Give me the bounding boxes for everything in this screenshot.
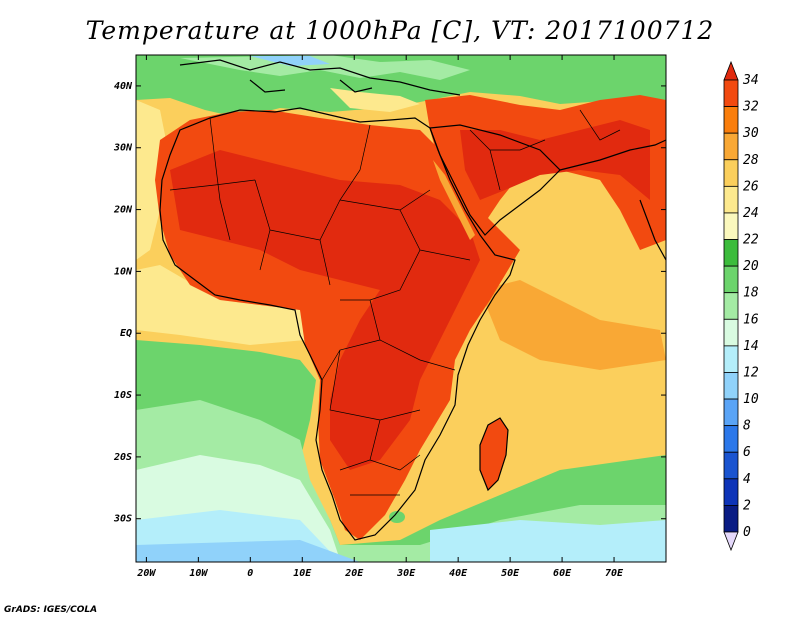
colorbar-segment xyxy=(723,505,739,533)
coastlines xyxy=(159,59,666,541)
lat-tick-label: 30S xyxy=(113,514,132,525)
colorbar-label: 18 xyxy=(743,286,759,301)
colorbar-label: 26 xyxy=(743,179,759,194)
red-sea xyxy=(433,160,475,240)
colorbar-label: 6 xyxy=(743,445,751,460)
lon-tick-label: 20W xyxy=(136,568,156,579)
colorbar-label: 8 xyxy=(743,419,751,434)
map-title: Temperature at 1000hPa [C], VT: 20171007… xyxy=(85,16,715,45)
colorbar-segment xyxy=(723,239,739,267)
europe-cool-region xyxy=(180,55,470,80)
lon-tick-label: 40E xyxy=(449,568,468,579)
lat-tick-label: 10S xyxy=(114,390,132,401)
country-borders xyxy=(169,109,621,496)
arabia-hottest-core xyxy=(460,120,650,200)
temperature-field xyxy=(136,55,666,562)
colorbar-segment xyxy=(723,478,739,506)
alps-cold-region xyxy=(250,56,330,66)
africa-coastline xyxy=(159,107,516,541)
colorbar-segment xyxy=(723,106,739,134)
lat-tick-label: 20N xyxy=(113,205,133,216)
colorbar-max-arrow xyxy=(723,60,739,81)
lat-tick-label: 10N xyxy=(114,266,133,277)
colorbar-label: 12 xyxy=(743,365,759,380)
indian-ocean-orange xyxy=(480,280,666,370)
gulf-guinea-band xyxy=(136,265,305,345)
lesotho-cool-spot xyxy=(389,511,405,523)
colorbar-segment xyxy=(723,345,739,373)
colorbar-segment xyxy=(723,79,739,107)
colorbar-segment xyxy=(723,451,739,480)
lon-tick-label: 10W xyxy=(189,568,208,579)
african-borders xyxy=(169,117,471,496)
map-frame xyxy=(135,54,667,563)
south-atlantic-blue xyxy=(136,540,360,562)
colorbar-label: 2 xyxy=(743,498,751,513)
colorbar-segment xyxy=(723,265,739,294)
lon-tick-label: 30E xyxy=(396,568,416,579)
colorbar-label: 14 xyxy=(743,339,759,354)
madagascar xyxy=(480,418,508,490)
colorbar-label: 4 xyxy=(743,472,751,487)
colorbar-segment xyxy=(723,292,739,320)
lon-tick-label: 10E xyxy=(293,568,312,579)
colorbar-label: 32 xyxy=(742,100,759,115)
colorbar-segment xyxy=(723,398,739,427)
axis-ticks: 20W 10W 0 10E 20E 30E 40E 50E 60E 70E 40N 30N 20N 10N… xyxy=(113,55,666,579)
colorbar-label: 22 xyxy=(743,233,759,248)
lat-tick-label: 40N xyxy=(114,81,133,92)
colorbar-segment xyxy=(723,318,739,347)
asian-borders xyxy=(469,109,621,191)
africa-hottest-core xyxy=(170,150,480,470)
lon-tick-label: 60E xyxy=(553,568,572,579)
lat-tick-label: 30N xyxy=(113,143,133,154)
india-coastline xyxy=(559,139,666,261)
lon-tick-label: 70E xyxy=(605,568,624,579)
colorbar-segment xyxy=(723,185,739,214)
lon-tick-label: 50E xyxy=(501,568,520,579)
colorbar-segment xyxy=(723,132,739,161)
credit-label: GrADS: IGES/COLA xyxy=(4,605,98,615)
colorbar-label: 0 xyxy=(743,525,751,540)
arabia-coastline xyxy=(429,124,561,236)
lat-tick-label: EQ xyxy=(120,328,132,339)
med-warm-patch xyxy=(330,88,420,112)
europe-coastline xyxy=(179,59,461,96)
colorbar-segment xyxy=(723,159,739,187)
colorbar-label: 30 xyxy=(742,126,759,141)
colorbar-label: 10 xyxy=(743,392,759,407)
colorbar-segment xyxy=(723,425,739,453)
lon-tick-label: 0 xyxy=(247,568,253,579)
south-indian-cyan xyxy=(430,520,666,562)
colorbar-min-arrow xyxy=(723,531,739,552)
colorbar-segment xyxy=(723,212,739,240)
lat-tick-label: 20S xyxy=(113,452,132,463)
colorbar-label: 34 xyxy=(742,73,759,88)
colorbar-label: 16 xyxy=(743,312,759,327)
colorbar-label: 24 xyxy=(743,206,759,221)
madagascar-coastline xyxy=(479,417,509,492)
colorbar-segment xyxy=(723,372,739,400)
lon-tick-label: 20E xyxy=(344,568,364,579)
colorbar-label: 28 xyxy=(743,153,759,168)
colorbar-label: 20 xyxy=(743,259,759,274)
